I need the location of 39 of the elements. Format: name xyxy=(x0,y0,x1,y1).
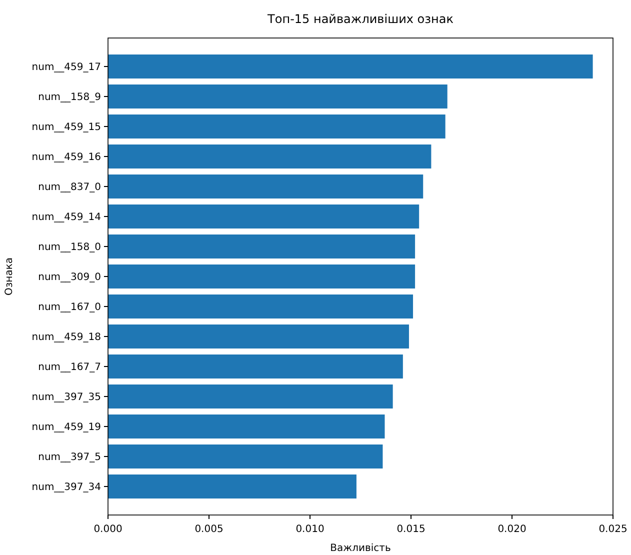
x-tick-label: 0.010 xyxy=(296,524,324,535)
x-axis-title: Важливість xyxy=(330,543,391,554)
x-tick-label: 0.025 xyxy=(598,524,628,535)
y-axis-title: Ознака xyxy=(4,257,15,296)
y-tick-label: num__167_0 xyxy=(38,302,101,313)
bar xyxy=(108,234,416,258)
bar xyxy=(108,354,403,378)
y-tick-label: num__167_7 xyxy=(38,362,101,373)
y-tick-label: num__459_15 xyxy=(32,122,101,133)
y-tick-label: num__459_18 xyxy=(32,332,101,343)
y-tick-label: num__397_34 xyxy=(32,482,101,493)
y-tick-label: num__459_19 xyxy=(32,422,101,433)
bar xyxy=(108,414,385,438)
y-tick-label: num__459_17 xyxy=(32,62,101,73)
bar xyxy=(108,84,448,108)
x-tick-label: 0.005 xyxy=(194,524,224,535)
bar xyxy=(108,384,393,408)
y-tick-label: num__158_9 xyxy=(38,92,101,103)
y-tick-label: num__459_14 xyxy=(32,212,101,223)
bar xyxy=(108,474,356,498)
bar xyxy=(108,444,383,468)
bar xyxy=(108,264,416,288)
x-tick-label: 0.020 xyxy=(498,524,526,535)
bar xyxy=(108,294,414,318)
bar xyxy=(108,54,593,78)
bar xyxy=(108,144,432,168)
chart-title: Топ-15 найважливіших ознак xyxy=(266,12,454,26)
y-tick-label: num__837_0 xyxy=(38,182,101,193)
y-tick-label: num__397_5 xyxy=(38,452,101,463)
y-tick-label: num__397_35 xyxy=(32,392,101,403)
y-tick-label: num__459_16 xyxy=(32,152,101,163)
bar xyxy=(108,114,446,138)
bar xyxy=(108,204,420,228)
y-tick-label: num__158_0 xyxy=(38,242,101,253)
x-tick-label: 0.015 xyxy=(396,524,426,535)
x-tick-label: 0.000 xyxy=(94,524,122,535)
y-tick-label: num__309_0 xyxy=(38,272,101,283)
bar xyxy=(108,324,409,348)
bar xyxy=(108,174,424,198)
